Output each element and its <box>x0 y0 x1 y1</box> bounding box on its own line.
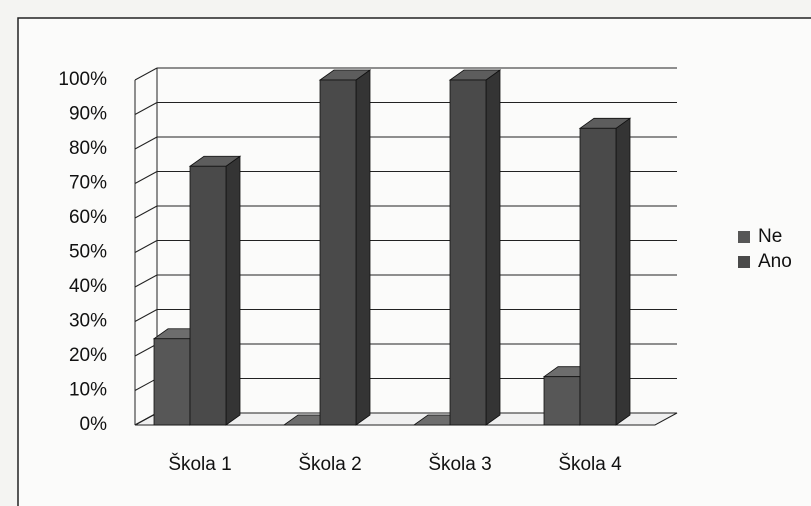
grid-line-side <box>134 343 158 357</box>
bar <box>579 127 617 426</box>
x-tick-label: Škola 3 <box>428 453 491 475</box>
y-tick-label: 80% <box>69 138 107 159</box>
y-tick-label: 30% <box>69 311 107 332</box>
y-tick-label: 10% <box>69 380 107 401</box>
y-tick-label: 90% <box>69 104 107 125</box>
y-tick-label: 100% <box>58 69 107 90</box>
grid-line-side <box>134 67 158 81</box>
legend-swatch <box>738 231 750 243</box>
grid-line-side <box>134 378 158 391</box>
y-tick-label: 70% <box>69 173 107 194</box>
grid-line-side <box>134 240 158 253</box>
side-wall <box>134 412 158 426</box>
bar-side <box>355 69 371 426</box>
bar-side <box>485 69 501 426</box>
y-tick-label: 40% <box>69 276 107 297</box>
chart-frame <box>17 17 811 506</box>
y-tick-label: 20% <box>69 345 107 366</box>
bar <box>449 79 487 426</box>
y-tick-label: 50% <box>69 242 107 263</box>
grid-line-side <box>134 309 158 322</box>
bar <box>319 79 357 426</box>
bar-side <box>225 155 241 426</box>
grid-line-side <box>134 102 158 115</box>
x-tick-label: Škola 2 <box>298 453 361 475</box>
grid-line-side <box>134 205 158 219</box>
grid-line-side <box>134 136 158 150</box>
x-tick-label: Škola 1 <box>168 453 231 475</box>
bar <box>189 165 227 426</box>
legend-label: Ano <box>758 251 792 272</box>
y-tick-label: 0% <box>80 414 108 435</box>
grid-line-side <box>134 171 158 184</box>
x-tick-label: Škola 4 <box>558 453 622 475</box>
grid-line-side <box>134 274 158 288</box>
y-tick-label: 60% <box>69 207 107 228</box>
bar <box>153 338 191 426</box>
bar <box>543 376 581 426</box>
bar-side <box>615 117 631 426</box>
legend-label: Ne <box>758 226 782 247</box>
legend-swatch <box>738 256 750 268</box>
